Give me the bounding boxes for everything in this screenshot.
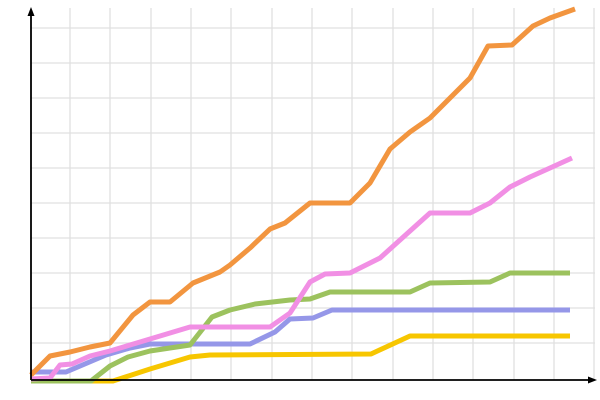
series-line-pink	[30, 155, 574, 382]
x-axis-arrow-icon	[588, 376, 597, 384]
series-line-orange	[29, 6, 576, 377]
series-line-green	[31, 270, 570, 384]
axes	[27, 7, 597, 384]
series-line-blue	[31, 307, 570, 375]
series-group	[29, 6, 576, 384]
series-line-yellow	[31, 333, 570, 384]
y-axis-arrow-icon	[27, 7, 35, 16]
grid	[31, 8, 595, 380]
